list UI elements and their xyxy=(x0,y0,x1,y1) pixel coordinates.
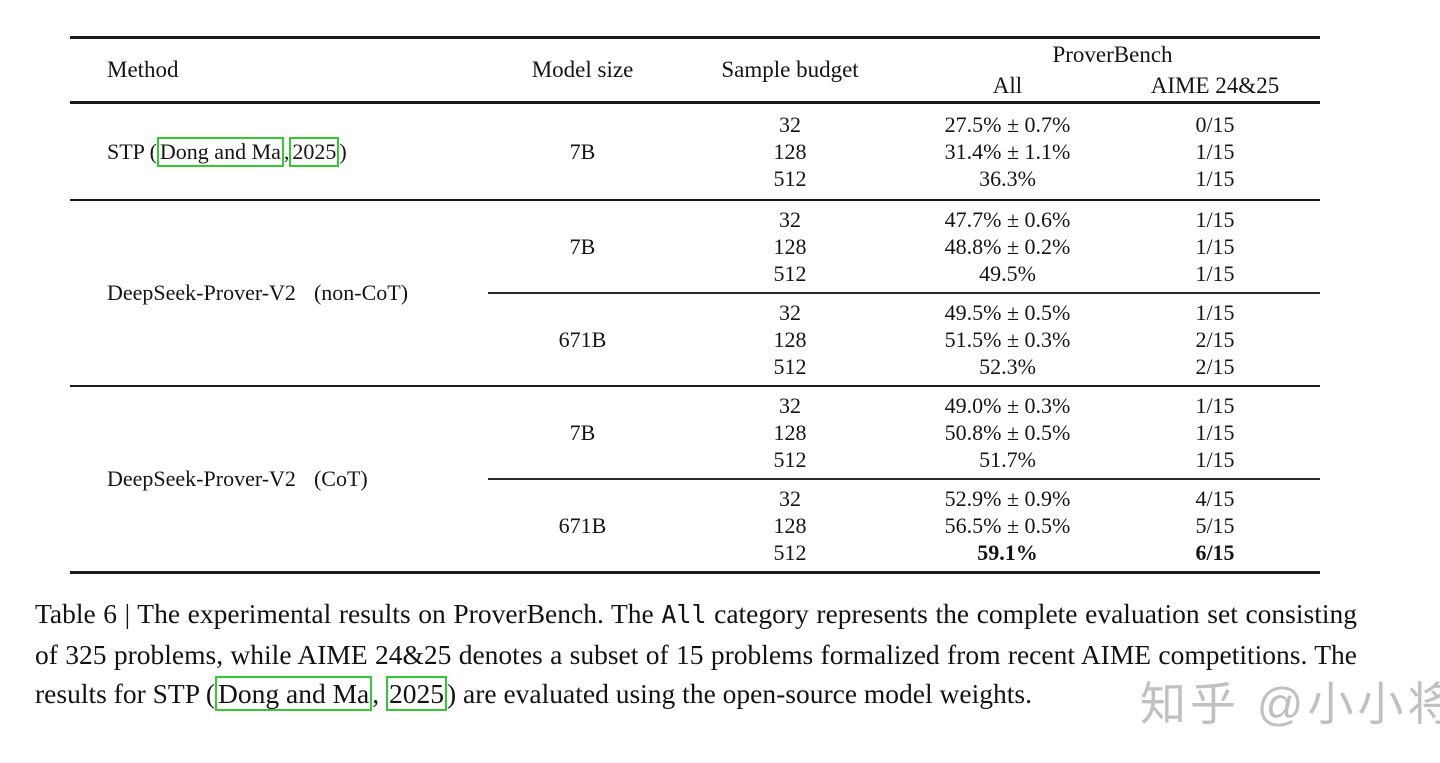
budget-value: 32 xyxy=(779,207,801,232)
aime-value: 1/15 xyxy=(1195,447,1235,472)
header-subcolumns: All AIME 24&25 xyxy=(905,70,1320,101)
budget-value: 32 xyxy=(779,393,801,418)
header-model-size: Model size xyxy=(531,57,634,82)
all-value: 51.7% xyxy=(979,447,1036,472)
method-variant: (non-CoT) xyxy=(313,280,409,305)
header-all: All xyxy=(992,72,1023,98)
section-noncot-blocks: 7B 32 47.7% ± 0.6% 1/15 128 48.8% ± 0.2%… xyxy=(488,201,1320,385)
model-size-value: 671B xyxy=(558,326,607,352)
budget-value: 512 xyxy=(773,261,807,286)
block-cot-7b: 7B 32 49.0% ± 0.3% 1/15 128 50.8% ± 0.5%… xyxy=(490,387,1320,478)
aime-value: 0/15 xyxy=(1195,112,1235,137)
block-stp-7b: 7B 32 27.5% ± 0.7% 0/15 128 31.4% ± 1.1%… xyxy=(490,104,1320,199)
method-label-cot: DeepSeek-Prover-V2 (CoT) xyxy=(70,387,490,571)
citation-box-authors: Dong and Ma xyxy=(156,136,284,167)
aime-value: 2/15 xyxy=(1195,354,1235,379)
section-stp-blocks: 7B 32 27.5% ± 0.7% 0/15 128 31.4% ± 1.1%… xyxy=(490,104,1320,199)
budget-value: 128 xyxy=(773,139,807,164)
method-label-noncot: DeepSeek-Prover-V2 (non-CoT) xyxy=(70,201,490,385)
model-size-value: 7B xyxy=(569,419,596,445)
header-proverbench-group: ProverBench All AIME 24&25 xyxy=(905,39,1320,101)
stp-prefix: STP ( xyxy=(107,138,157,164)
header-sample-budget: Sample budget xyxy=(721,57,859,82)
budget-value: 32 xyxy=(779,300,801,325)
caption-mono-all: All xyxy=(661,600,707,629)
budget-value: 512 xyxy=(773,166,807,191)
all-value: 47.7% ± 0.6% xyxy=(944,207,1071,232)
caption-text-4: ) are evaluated using the open-source mo… xyxy=(447,678,1032,709)
budget-value: 512 xyxy=(773,447,807,472)
section-noncot: DeepSeek-Prover-V2 (non-CoT) 7B 32 47.7%… xyxy=(70,201,1320,385)
model-size-value: 7B xyxy=(569,138,596,164)
all-value: 52.9% ± 0.9% xyxy=(944,486,1071,511)
table-caption: Table 6 | The experimental results on Pr… xyxy=(35,594,1357,714)
all-value: 49.0% ± 0.3% xyxy=(944,393,1071,418)
method-label-stp: STP (Dong and Ma, 2025) xyxy=(70,104,490,199)
aime-value: 1/15 xyxy=(1195,300,1235,325)
aime-value: 1/15 xyxy=(1195,207,1235,232)
method-variant: (CoT) xyxy=(313,466,368,491)
budget-value: 128 xyxy=(773,234,807,259)
aime-value: 2/15 xyxy=(1195,327,1235,352)
aime-value: 1/15 xyxy=(1195,393,1235,418)
all-value-best: 59.1% xyxy=(977,540,1038,565)
table-header: Method Model size Sample budget ProverBe… xyxy=(70,39,1320,101)
table-bottom-rule xyxy=(70,571,1320,574)
model-size-value: 7B xyxy=(569,233,596,259)
aime-value: 1/15 xyxy=(1195,166,1235,191)
all-value: 50.8% ± 0.5% xyxy=(944,420,1071,445)
all-value: 49.5% ± 0.5% xyxy=(944,300,1071,325)
section-cot-blocks: 7B 32 49.0% ± 0.3% 1/15 128 50.8% ± 0.5%… xyxy=(488,387,1320,571)
section-cot: DeepSeek-Prover-V2 (CoT) 7B 32 49.0% ± 0… xyxy=(70,387,1320,571)
stp-separator: , xyxy=(283,138,290,164)
budget-value: 128 xyxy=(773,513,807,538)
stp-suffix: ) xyxy=(339,138,347,164)
budget-value: 32 xyxy=(779,486,801,511)
aime-value: 1/15 xyxy=(1195,139,1235,164)
header-method: Method xyxy=(107,57,179,82)
budget-value: 128 xyxy=(773,420,807,445)
table-top-rule xyxy=(70,36,1320,39)
citation-box-year: 2025 xyxy=(289,136,340,167)
all-value: 27.5% ± 0.7% xyxy=(944,112,1071,137)
header-separator-rule xyxy=(70,101,1320,104)
partial-midrule-noncot xyxy=(488,292,1320,294)
block-noncot-671b: 671B 32 49.5% ± 0.5% 1/15 128 51.5% ± 0.… xyxy=(490,294,1320,385)
budget-value: 512 xyxy=(773,354,807,379)
partial-midrule-cot xyxy=(488,478,1320,480)
caption-text-1: Table 6 | The experimental results on Pr… xyxy=(35,598,662,629)
model-size-value: 671B xyxy=(558,512,607,538)
block-noncot-7b: 7B 32 47.7% ± 0.6% 1/15 128 48.8% ± 0.2%… xyxy=(490,201,1320,292)
caption-text-3: , xyxy=(372,678,386,709)
all-value: 49.5% xyxy=(979,261,1036,286)
budget-value: 512 xyxy=(773,540,807,565)
header-proverbench: ProverBench xyxy=(1052,41,1173,67)
method-name: DeepSeek-Prover-V2 xyxy=(107,280,296,305)
all-value: 36.3% xyxy=(979,166,1036,191)
all-value: 56.5% ± 0.5% xyxy=(944,513,1071,538)
section-rule-2 xyxy=(70,385,1320,387)
budget-value: 32 xyxy=(779,112,801,137)
aime-value: 4/15 xyxy=(1195,486,1235,511)
aime-value-best: 6/15 xyxy=(1195,540,1235,565)
citation-box-year: 2025 xyxy=(386,676,447,711)
aime-value: 5/15 xyxy=(1195,513,1235,538)
citation-box-authors: Dong and Ma xyxy=(215,676,373,711)
results-table: Method Model size Sample budget ProverBe… xyxy=(70,36,1320,574)
section-rule-1 xyxy=(70,199,1320,201)
all-value: 31.4% ± 1.1% xyxy=(944,139,1071,164)
block-cot-671b: 671B 32 52.9% ± 0.9% 4/15 128 56.5% ± 0.… xyxy=(490,480,1320,571)
aime-value: 1/15 xyxy=(1195,261,1235,286)
aime-value: 1/15 xyxy=(1195,420,1235,445)
header-aime: AIME 24&25 xyxy=(1150,72,1280,98)
method-name: DeepSeek-Prover-V2 xyxy=(107,466,296,491)
aime-value: 1/15 xyxy=(1195,234,1235,259)
all-value: 52.3% xyxy=(979,354,1036,379)
budget-value: 128 xyxy=(773,327,807,352)
caption-text-2: category represents the complete evaluat… xyxy=(35,598,1357,709)
section-stp: STP (Dong and Ma, 2025) 7B 32 27.5% ± 0.… xyxy=(70,104,1320,199)
all-value: 48.8% ± 0.2% xyxy=(944,234,1071,259)
all-value: 51.5% ± 0.3% xyxy=(944,327,1071,352)
